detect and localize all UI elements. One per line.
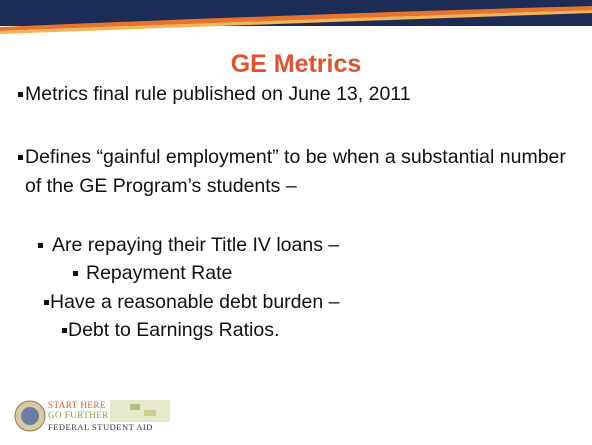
logo-line: GO FURTHER (48, 410, 109, 420)
bullet-marker (44, 300, 49, 305)
bullet-text: Defines “gainful employment” to be when … (25, 146, 566, 197)
bullet-marker (18, 92, 23, 97)
bullet-level-1: Metrics final rule published on June 13,… (18, 80, 585, 109)
bullet-level-3: Debt to Earnings Ratios. (62, 316, 568, 345)
bullet-marker (38, 243, 43, 248)
header-swoosh (0, 6, 592, 31)
bullet-text: Debt to Earnings Ratios. (68, 319, 280, 341)
bullet-marker (18, 155, 23, 160)
logo-line: FEDERAL STUDENT AID (48, 422, 153, 432)
bullet-level-2: Have a reasonable debt burden – (44, 288, 570, 317)
bullet-marker (73, 271, 78, 276)
bullet-text: Are repaying their Title IV loans – (52, 234, 340, 256)
header-band (0, 0, 592, 34)
bullet-text: Metrics final rule published on June 13,… (25, 83, 411, 105)
logo-pattern (110, 400, 170, 422)
logo-line: START HERE (48, 400, 106, 410)
slide-title: GE Metrics (230, 50, 362, 78)
bullet-marker (62, 328, 67, 333)
logo-seal (14, 400, 46, 432)
bullet-text: Repayment Rate (86, 262, 233, 284)
bullet-level-1: Defines “gainful employment” to be when … (18, 143, 570, 201)
bullet-text: Have a reasonable debt burden – (50, 291, 340, 313)
bullet-level-3: Repayment Rate (73, 259, 566, 288)
logo: START HERE GO FURTHER FEDERAL STUDENT AI… (14, 398, 214, 438)
header-swoosh-light (0, 10, 592, 34)
bullet-level-2: Are repaying their Title IV loans – (38, 231, 572, 260)
